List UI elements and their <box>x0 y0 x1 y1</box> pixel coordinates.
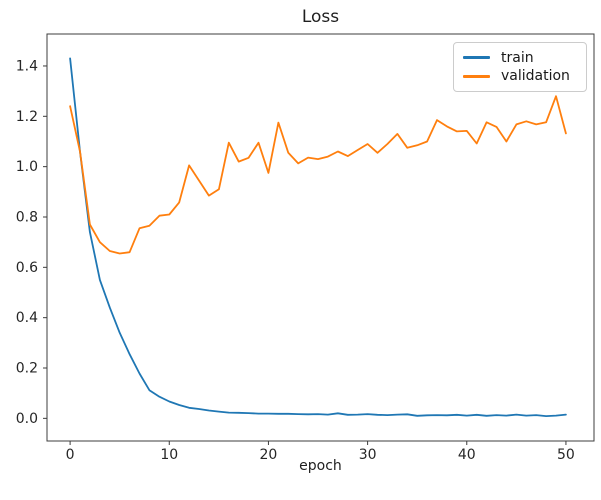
y-tick-label: 0.4 <box>16 310 38 326</box>
x-tick-label: 50 <box>557 447 575 463</box>
x-tick-label: 30 <box>359 447 377 463</box>
validation-line-swatch <box>463 75 490 78</box>
y-tick-label: 1.2 <box>16 109 38 125</box>
x-tick-label: 10 <box>160 447 178 463</box>
legend-item-validation: validation <box>463 69 577 83</box>
x-tick-label: 0 <box>66 447 75 463</box>
legend-label-train: train <box>501 49 534 66</box>
legend: train validation <box>453 42 587 92</box>
y-tick-label: 1.0 <box>16 159 38 175</box>
chart-title: Loss <box>301 7 340 27</box>
y-tick-label: 0.6 <box>16 260 38 276</box>
train-line-swatch <box>463 56 490 59</box>
legend-item-train: train <box>463 51 577 65</box>
x-tick-label: 20 <box>260 447 278 463</box>
y-tick-label: 1.4 <box>16 58 38 74</box>
y-tick-label: 0.8 <box>16 209 38 225</box>
legend-label-validation: validation <box>501 68 570 85</box>
x-tick-label: 40 <box>458 447 476 463</box>
y-tick-label: 0.0 <box>16 411 38 427</box>
train-line <box>69 57 567 418</box>
validation-line <box>69 95 567 255</box>
x-axis-label: epoch <box>299 458 342 474</box>
y-tick-label: 0.2 <box>16 361 38 377</box>
axes-frame <box>46 33 595 442</box>
